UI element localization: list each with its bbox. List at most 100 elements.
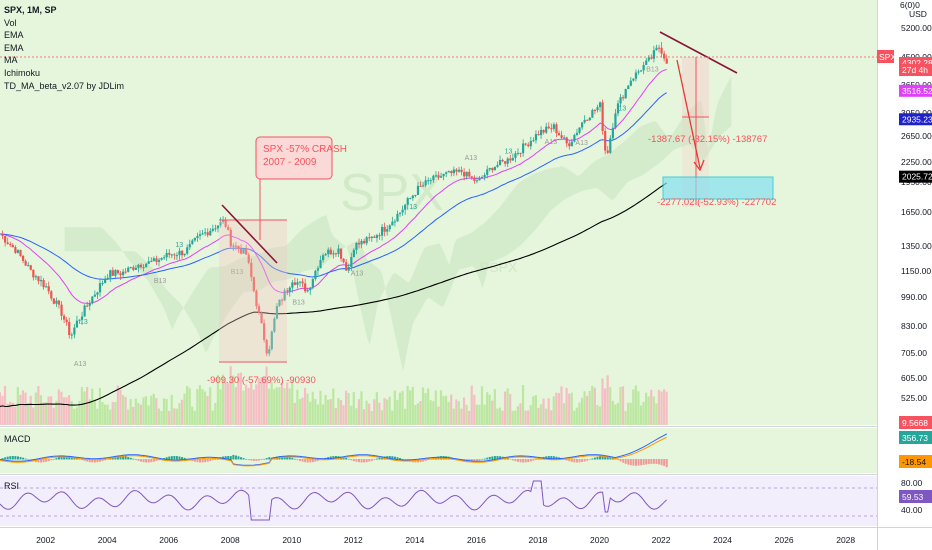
macd-histogram-bar [101, 459, 104, 462]
volume-bar [34, 392, 37, 425]
macd-histogram-bar [486, 457, 489, 460]
macd-histogram-bar [573, 459, 576, 463]
volume-bar [121, 395, 125, 425]
macd-histogram-bar [586, 459, 589, 461]
macd-histogram-bar [104, 459, 107, 461]
td-mark: A13 [575, 140, 588, 147]
volume-bar [470, 385, 473, 425]
macd-histogram-bar [286, 456, 289, 460]
proj-measure1-label: -1387.67 (-32.15%) -138767 [648, 134, 767, 145]
legend-indicator[interactable]: EMA [4, 30, 24, 41]
price-axis-tick: 830.00 [901, 321, 927, 331]
time-axis-tick: 2002 [36, 535, 55, 545]
candle-body [316, 268, 320, 271]
legend-indicator[interactable]: Vol [4, 17, 17, 28]
price-axis-tick: 2250.00 [901, 157, 932, 167]
candle-body [193, 238, 196, 241]
volume-bar [596, 405, 599, 425]
legend-indicator[interactable]: Ichimoku [4, 67, 41, 78]
macd-histogram-bar [152, 459, 155, 462]
volume-bar [42, 402, 45, 425]
volume-bar [452, 408, 455, 425]
macd-histogram-bar [511, 459, 514, 461]
candle-body [350, 257, 353, 268]
candle-body [221, 220, 225, 222]
candle-body [475, 180, 479, 182]
volume-bar [324, 395, 327, 425]
volume-bar [550, 410, 553, 425]
candle-body [29, 265, 32, 270]
macd-histogram-bar [52, 458, 55, 460]
macd-histogram-bar [637, 459, 640, 466]
time-axis-tick: 2014 [405, 535, 424, 545]
candle-body [616, 103, 620, 114]
volume-bar [514, 410, 517, 425]
candle-body [539, 129, 543, 136]
volume-bar [134, 398, 137, 425]
candle-body [639, 70, 643, 72]
candle-body [178, 250, 181, 256]
candle-body [632, 78, 635, 81]
volume-bar [147, 405, 150, 425]
spx-tag[interactable] [877, 50, 894, 63]
candle-body [239, 248, 243, 254]
ichimoku-cloud [64, 76, 732, 372]
candle-body [132, 267, 135, 270]
volume-bar [450, 394, 453, 425]
legend-indicator[interactable]: TD_MA_beta_v2.07 by JDLim [4, 80, 125, 91]
volume-bar [193, 410, 196, 425]
volume-bar [11, 402, 14, 425]
candle-body [324, 254, 327, 256]
candle-body [339, 248, 343, 259]
volume-bar [319, 390, 322, 425]
candle-body [393, 221, 397, 223]
candle-body [327, 249, 330, 255]
macd-histogram-bar [660, 459, 663, 466]
volume-bar [511, 410, 514, 425]
candle-body [375, 235, 379, 238]
candle-body [529, 140, 532, 147]
candle-body [116, 270, 120, 274]
candle-body [522, 143, 525, 154]
volume-bar [219, 389, 222, 425]
candle-body [91, 296, 94, 304]
volume-bar [229, 366, 232, 425]
macd-histogram-bar [483, 458, 486, 460]
volume-bar [603, 388, 607, 425]
legend-indicator[interactable]: EMA [4, 42, 24, 53]
volume-bar [301, 397, 304, 425]
volume-bar [639, 405, 643, 425]
candle-body [252, 277, 255, 291]
time-axis-tick: 2018 [529, 535, 548, 545]
macd-histogram-bar [265, 458, 268, 460]
price-tag-text: 2025.72 [902, 172, 932, 182]
candle-body [137, 264, 140, 268]
candle-body [250, 262, 253, 278]
volume-value-tag [899, 416, 932, 429]
macd-histogram-bar [578, 459, 581, 463]
rsi-tag-text: 59.53 [902, 492, 924, 502]
volume-bar [455, 399, 458, 425]
candle-body [219, 221, 222, 226]
legend-symbol[interactable]: SPX, 1M, SP [4, 5, 57, 15]
candle-body [206, 232, 209, 236]
td-mark: A13 [545, 139, 558, 146]
volume-bar [665, 391, 668, 425]
macd-histogram-bar [40, 459, 43, 463]
volume-bar [52, 407, 55, 425]
volume-bar [270, 381, 273, 425]
candle-body [68, 322, 71, 335]
volume-bar [57, 389, 60, 425]
volume-bar [232, 375, 235, 425]
td-mark: 13 [505, 149, 513, 156]
candle-body [537, 134, 540, 136]
candle-body [593, 109, 597, 111]
candle-body [652, 50, 656, 59]
candle-body [50, 291, 53, 299]
candle-body [478, 177, 481, 181]
legend-indicator[interactable]: MA [4, 55, 18, 66]
time-axis[interactable]: 2002 2004 2006 2008 2010 2012 2014 2016 2018 2020… [36, 535, 855, 545]
candle-body [411, 195, 414, 199]
macd-histogram-bar [250, 459, 253, 461]
